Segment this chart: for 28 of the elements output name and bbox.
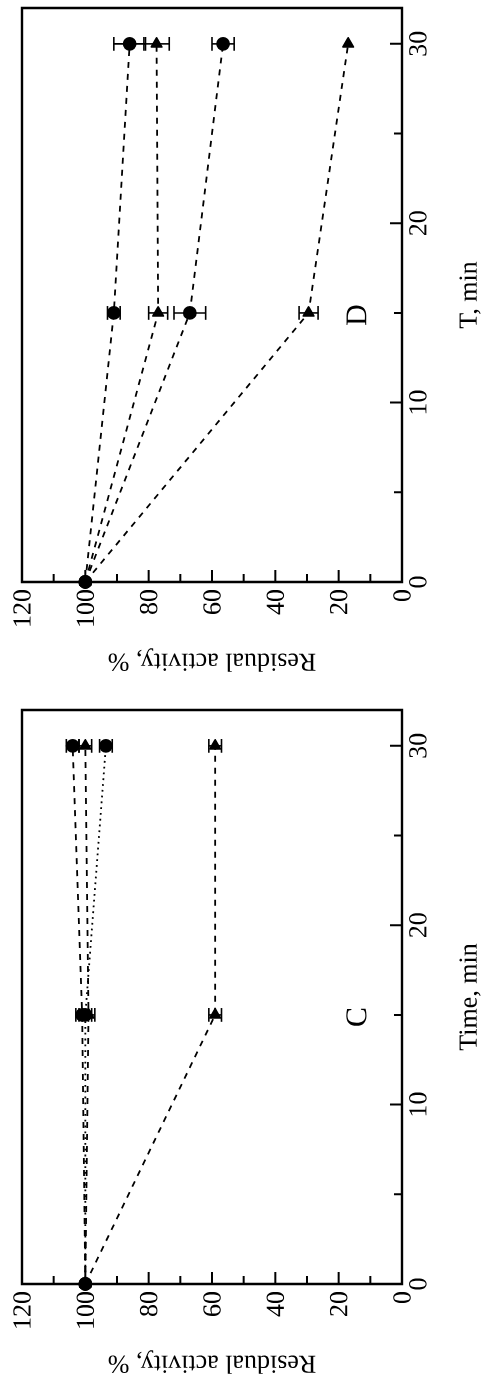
x-tick-label: 120 <box>13 590 31 626</box>
x-tick-label: 40 <box>266 1292 285 1317</box>
x-tick-label: 100 <box>76 590 95 626</box>
y-tick-label: 30 <box>409 733 427 758</box>
y-axis-title: Time, min <box>459 943 481 1051</box>
y-tick-label: 10 <box>409 390 427 414</box>
x-tick-label: 60 <box>203 590 221 614</box>
x-tick-label: 80 <box>139 590 158 615</box>
y-axis-title: T, min <box>459 261 481 329</box>
x-tick-label: 20 <box>329 590 348 614</box>
annotation: C <box>346 1008 367 1026</box>
x-tick-label: 40 <box>266 590 285 615</box>
x-tick-label: 0 <box>393 590 411 602</box>
y-tick-label: 10 <box>409 1092 427 1116</box>
x-tick-label: 0 <box>393 1292 411 1304</box>
annotation: D <box>346 305 367 326</box>
x-tick-label: 120 <box>13 1292 31 1328</box>
y-tick-label: 0 <box>409 576 427 588</box>
x-axis-title: Residual activity, % <box>108 648 316 672</box>
y-tick-label: 20 <box>409 211 427 236</box>
y-tick-label: 30 <box>409 31 427 56</box>
x-tick-label: 60 <box>203 1292 221 1316</box>
x-tick-label: 20 <box>329 1292 348 1316</box>
x-tick-label: 80 <box>139 1292 158 1317</box>
y-tick-label: 20 <box>409 913 427 938</box>
y-tick-label: 0 <box>409 1278 427 1290</box>
x-tick-label: 100 <box>76 1292 95 1328</box>
x-axis-title: Residual activity, % <box>108 1350 316 1374</box>
